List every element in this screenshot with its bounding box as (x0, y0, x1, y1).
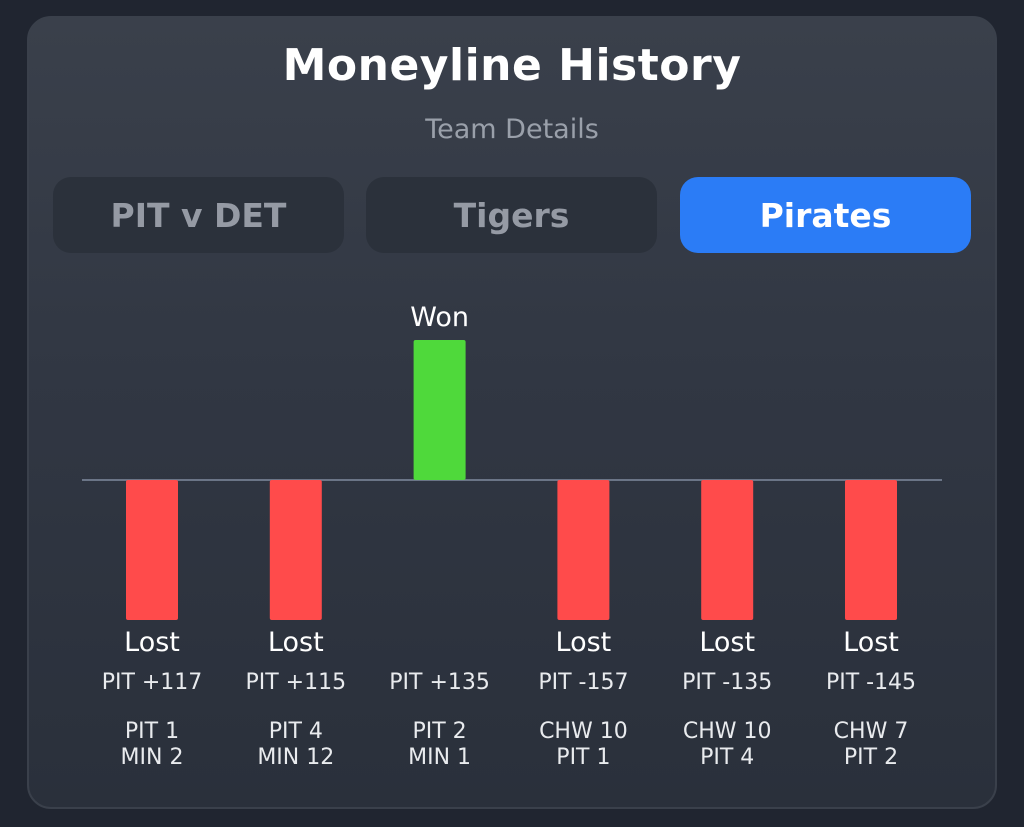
page-title: Moneyline History (282, 40, 742, 91)
moneyline-card (27, 16, 997, 809)
tab-tigers[interactable]: Tigers (366, 177, 657, 253)
tab-matchup[interactable]: PIT v DET (53, 177, 344, 253)
page-subtitle: Team Details (425, 114, 599, 145)
tab-pirates[interactable]: Pirates (680, 177, 971, 253)
